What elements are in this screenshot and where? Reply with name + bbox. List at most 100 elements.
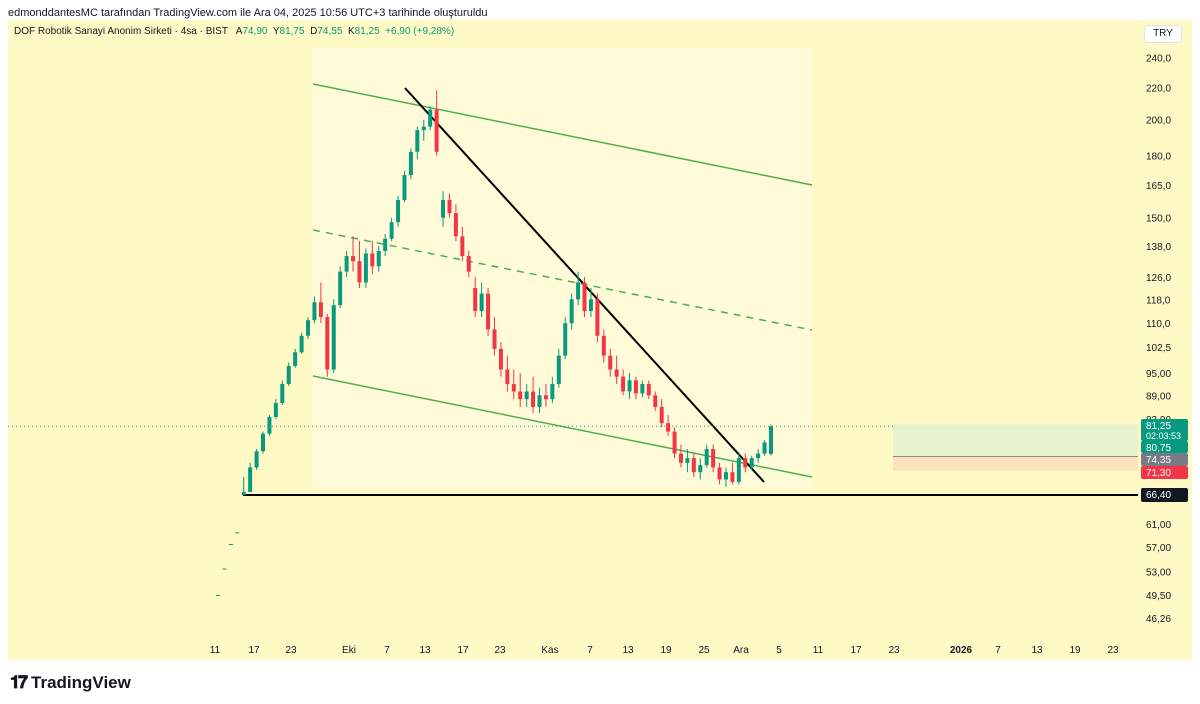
y-tick-label: 150,0 xyxy=(1146,214,1171,225)
legend-high-label: Y xyxy=(272,26,280,37)
y-tick-label: 95,00 xyxy=(1146,369,1171,380)
legend-open: 74,90 xyxy=(242,26,268,37)
candle-body xyxy=(306,320,311,336)
candle-body xyxy=(338,271,343,306)
y-tick-label: 118,0 xyxy=(1146,295,1171,306)
candle-body xyxy=(704,449,709,466)
candle-body xyxy=(222,568,227,570)
candle-body xyxy=(672,431,677,454)
candle-body xyxy=(453,213,458,237)
candle-body xyxy=(730,472,735,482)
y-tick-label: 49,50 xyxy=(1146,591,1171,602)
y-tick-label: 110,0 xyxy=(1146,319,1171,330)
x-tick-label: 17 xyxy=(850,645,862,656)
candle-body xyxy=(383,238,388,251)
candle-body xyxy=(614,369,619,377)
candle-body xyxy=(318,302,323,318)
x-tick-label: 7 xyxy=(587,645,593,656)
y-tick-label: 240,0 xyxy=(1146,54,1171,65)
candle-body xyxy=(351,256,356,262)
y-tick-label: 220,0 xyxy=(1146,83,1171,94)
candle-body xyxy=(415,130,420,152)
currency-button[interactable]: TRY xyxy=(1144,25,1182,43)
candle-body xyxy=(769,426,773,455)
x-tick-label: 2026 xyxy=(950,645,973,656)
candle-body xyxy=(254,451,259,468)
candle-body xyxy=(441,199,446,218)
candle-body xyxy=(466,256,471,272)
candle-body xyxy=(691,458,696,473)
legend-symbol: DOF Robotik Sanayi Anonim Sirketi · 4sa … xyxy=(14,26,228,37)
x-tick-label: 23 xyxy=(1107,645,1119,656)
candle-body xyxy=(563,323,568,356)
candle-body xyxy=(588,299,593,312)
candle-body xyxy=(492,329,497,349)
candle-body xyxy=(653,395,658,407)
candle-body xyxy=(569,299,574,324)
candle-body xyxy=(357,261,362,283)
candle-body xyxy=(286,366,291,385)
legend-close-label: K xyxy=(347,26,355,37)
legend-open-label: A xyxy=(235,26,243,37)
candle-body xyxy=(749,458,754,468)
mid-channel-line xyxy=(312,229,813,331)
candle-body xyxy=(743,458,748,468)
candle-body xyxy=(312,302,317,321)
tradingview-logo[interactable]: 𝟏𝟕 TradingView xyxy=(10,672,131,693)
lower-channel-line xyxy=(312,375,813,478)
candle-body xyxy=(678,453,683,463)
candle-body xyxy=(396,199,401,223)
price-label-box xyxy=(1141,419,1188,441)
candle-body xyxy=(434,109,439,152)
candle-body xyxy=(421,126,426,131)
candle-body xyxy=(299,335,304,353)
y-tick-label: 53,00 xyxy=(1146,568,1171,579)
y-tick-label: 61,00 xyxy=(1146,520,1171,531)
price-label: 71,30 xyxy=(1146,468,1171,479)
y-tick-label: 102,5 xyxy=(1146,343,1171,354)
candle-body xyxy=(344,256,349,272)
candle-body xyxy=(601,335,606,356)
tradingview-icon: 𝟏𝟕 xyxy=(10,672,28,692)
candle-body xyxy=(293,352,298,367)
x-tick-label: 19 xyxy=(1069,645,1081,656)
x-tick-label: 11 xyxy=(813,645,824,656)
candle-body xyxy=(595,299,600,336)
candle-body xyxy=(640,384,645,394)
x-tick-label: Ara xyxy=(733,645,749,656)
candle-body xyxy=(711,449,716,468)
chart-highlight-band xyxy=(312,48,812,488)
x-tick-label: 13 xyxy=(1031,645,1043,656)
position-target-zone xyxy=(893,424,1138,457)
candle-body xyxy=(543,395,548,400)
x-tick-label: 7 xyxy=(384,645,390,656)
legend-low: 74,55 xyxy=(317,26,343,37)
candle-body xyxy=(486,293,491,330)
candle-body xyxy=(666,423,671,432)
price-label: 66,40 xyxy=(1146,490,1171,501)
price-label-box xyxy=(1141,488,1188,502)
brand-name: TradingView xyxy=(31,672,131,692)
candle-body xyxy=(717,467,722,480)
y-tick-label: 46,26 xyxy=(1146,614,1171,625)
x-tick-label: 23 xyxy=(285,645,297,656)
x-tick-label: 19 xyxy=(660,645,672,656)
x-tick-label: Kas xyxy=(541,645,558,656)
candle-body xyxy=(685,458,690,463)
candle-body xyxy=(331,305,336,370)
y-tick-label: 180,0 xyxy=(1146,152,1171,163)
position-stop-zone xyxy=(893,456,1138,471)
upper-channel-line xyxy=(312,83,813,186)
y-tick-label: 89,00 xyxy=(1146,391,1171,402)
price-label: 81,25 xyxy=(1146,421,1171,432)
candle-body xyxy=(228,543,233,545)
legend-low-label: D xyxy=(310,26,318,37)
candle-body xyxy=(576,282,581,300)
candle-body xyxy=(447,199,452,214)
legend-change: +6,90 (+9,28%) xyxy=(385,26,455,37)
candle-body xyxy=(524,391,529,400)
x-tick-label: 17 xyxy=(248,645,260,656)
legend-close: 81,25 xyxy=(354,26,380,37)
x-tick-label: 25 xyxy=(698,645,710,656)
